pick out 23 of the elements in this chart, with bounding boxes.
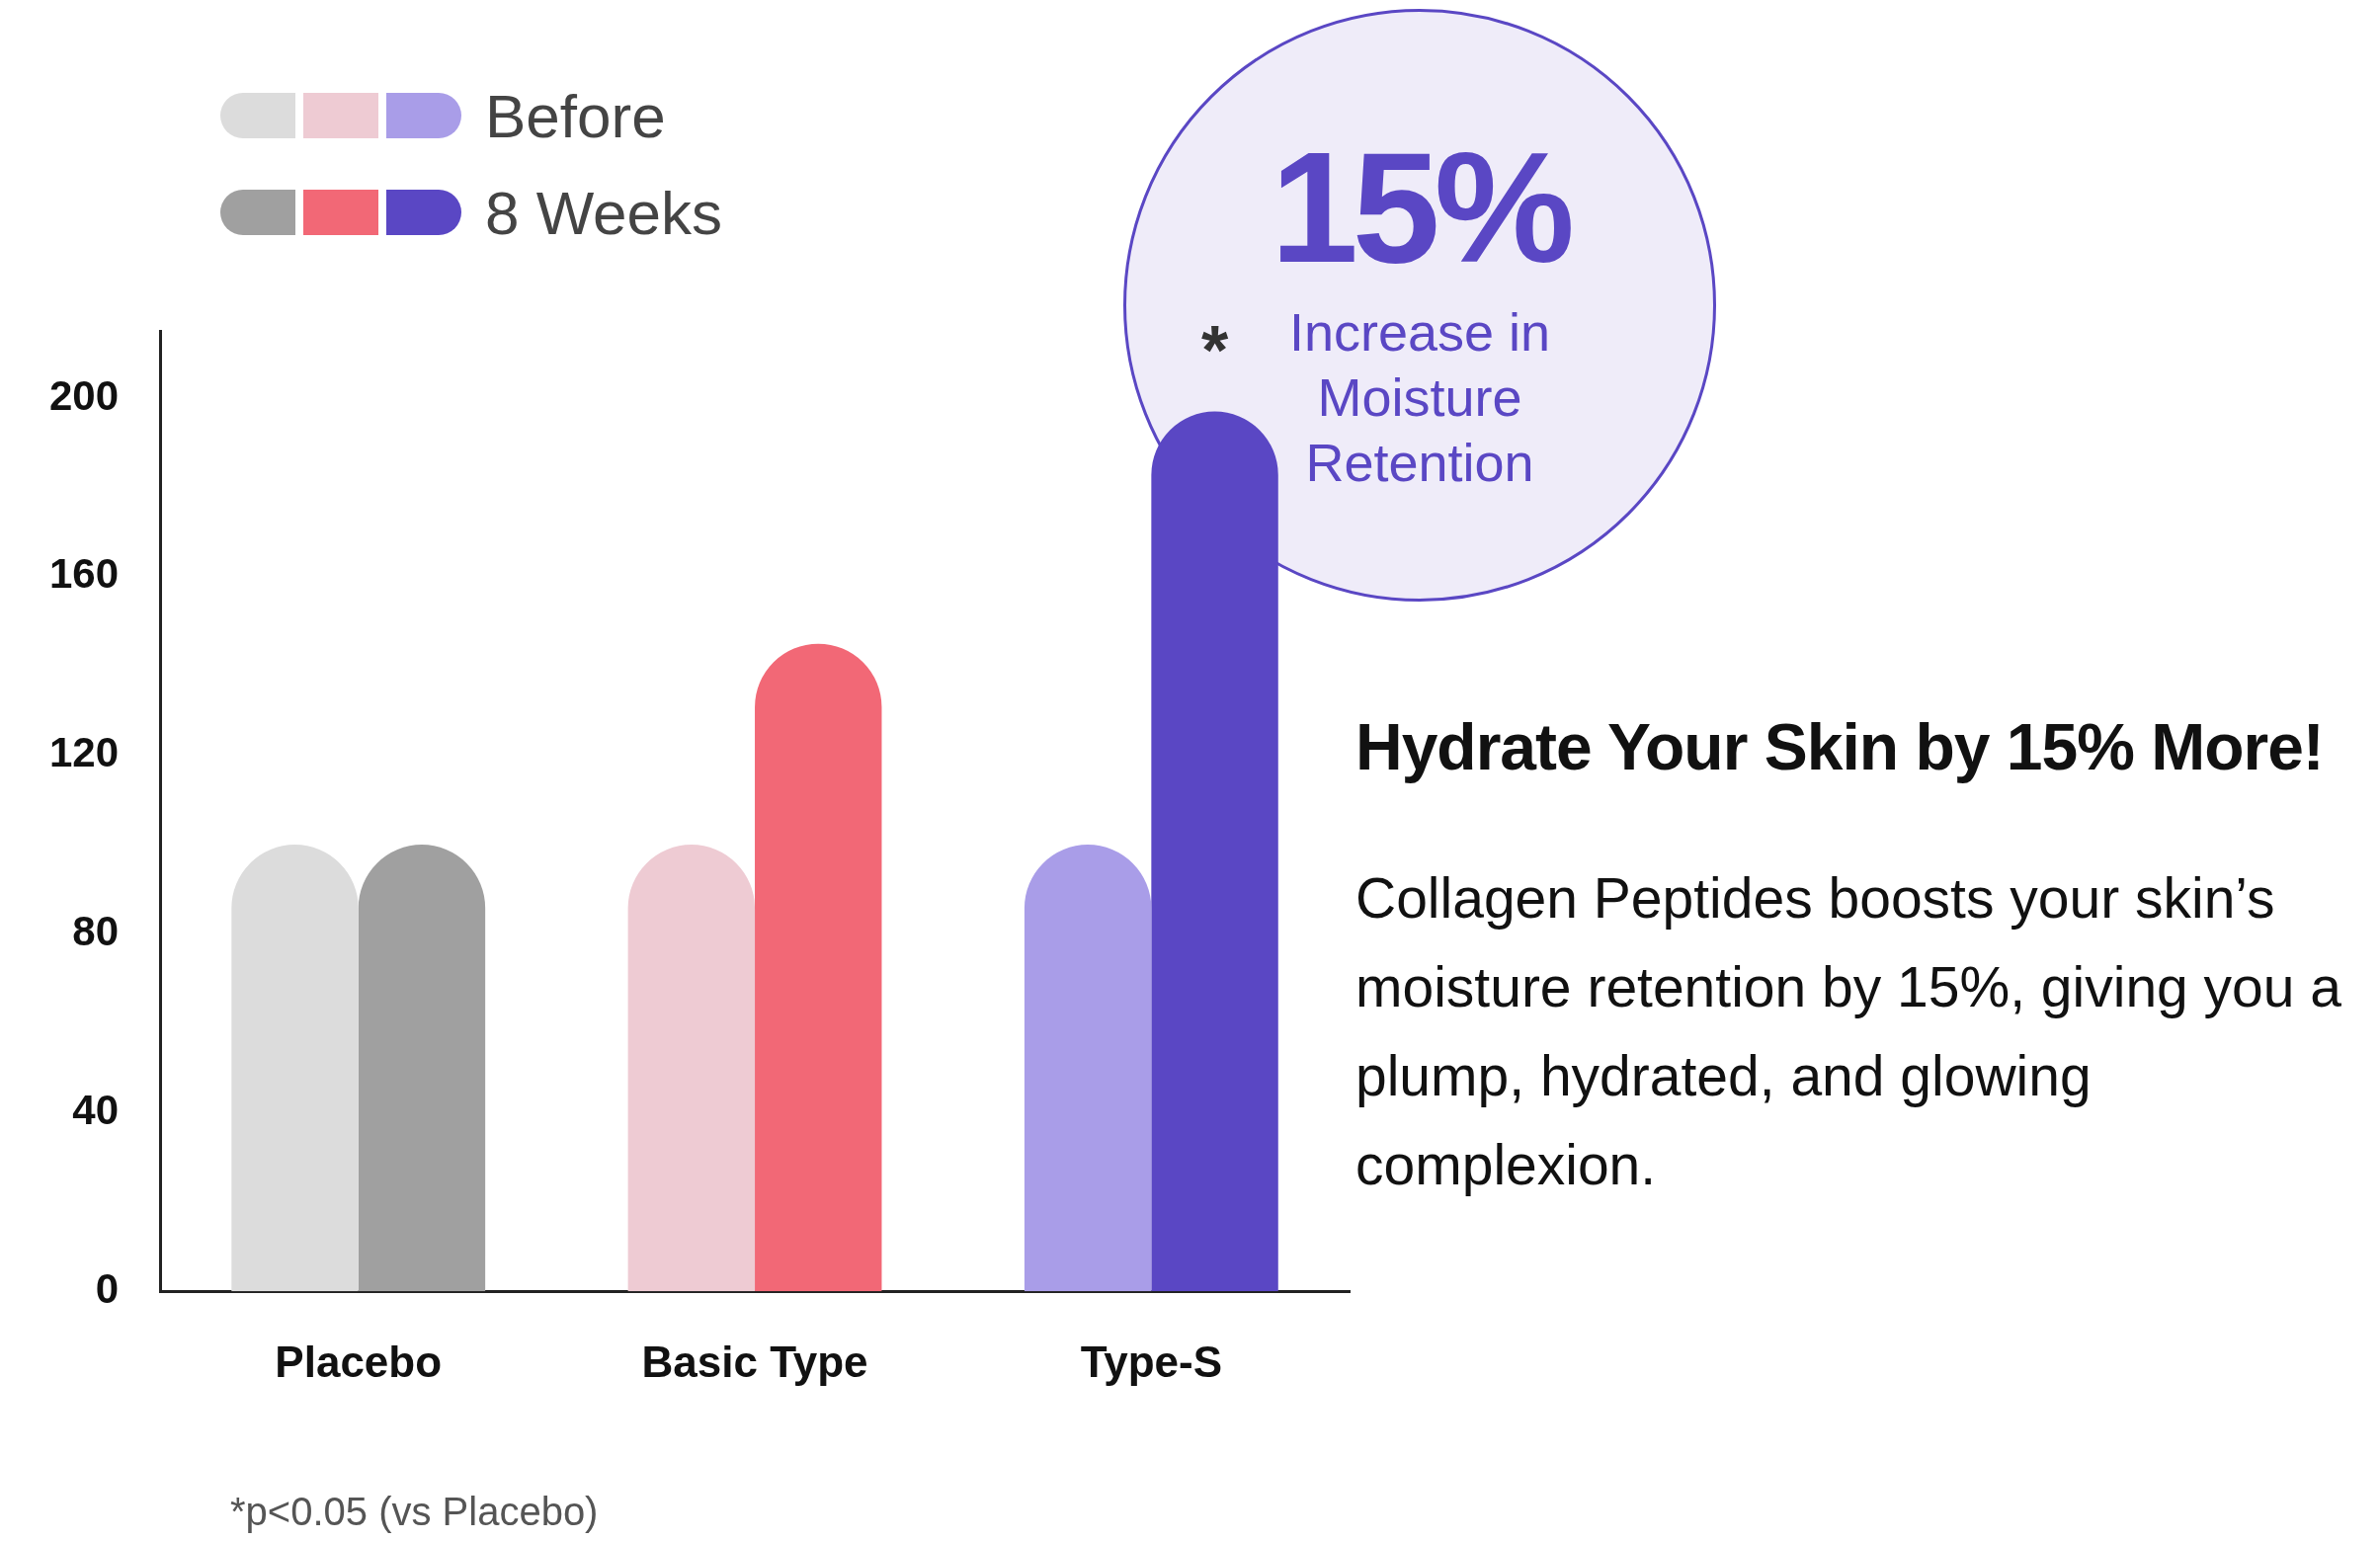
bar (627, 845, 756, 1292)
x-tick-label: Basic Type (641, 1337, 868, 1386)
y-tick-label: 0 (95, 1264, 120, 1312)
annotation: * (1200, 311, 1229, 389)
y-tick-label: 80 (72, 908, 120, 955)
text: Collagen Peptides boosts your skin’s moisture retention by 15%, giving you a plump, hydrated, and glowing complexion. (1355, 865, 2343, 1198)
text: *p<0.05 (vs Placebo) (230, 1490, 599, 1534)
text: Hydrate Your Skin by 15% More! (1355, 709, 2325, 784)
legend-label: Before (485, 80, 666, 151)
legend-label: 8 Weeks (485, 177, 723, 248)
bar (755, 643, 882, 1292)
bar (1024, 845, 1152, 1292)
bar (231, 845, 359, 1292)
y-tick-label: 120 (49, 729, 120, 776)
y-tick-label: 200 (49, 371, 120, 419)
bar (358, 845, 486, 1292)
bar (1151, 411, 1278, 1292)
y-tick-label: 40 (72, 1086, 120, 1133)
annotation: Increase in Moisture Retention (1287, 301, 1552, 494)
x-tick-label: Type-S (1080, 1337, 1223, 1386)
y-tick-label: 160 (49, 550, 120, 598)
text: 15% (1269, 118, 1571, 297)
x-tick-label: Placebo (275, 1337, 443, 1386)
